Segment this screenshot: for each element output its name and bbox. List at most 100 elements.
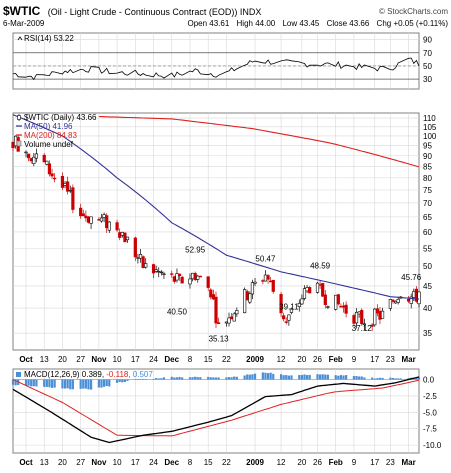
- macd-histogram-bar: [217, 377, 220, 380]
- macd-histogram-bar: [63, 379, 67, 389]
- price-candle: [396, 296, 400, 305]
- candle-body: [289, 308, 294, 313]
- candle-body: [81, 213, 85, 217]
- candle-body: [261, 280, 265, 282]
- candle-body: [396, 298, 400, 303]
- macd-histogram-bar: [66, 379, 69, 389]
- price-y-tick-label: 45: [423, 282, 432, 291]
- macd-histogram-bar: [214, 377, 218, 380]
- price-candle: [245, 289, 249, 301]
- price-candle: [388, 298, 392, 312]
- macd-histogram-bar: [324, 374, 327, 380]
- price-candle: [133, 236, 137, 262]
- x-tick-label: 22: [222, 458, 231, 467]
- price-candle: [227, 312, 231, 327]
- rsi-line: [12, 57, 420, 81]
- x-tick-label: 23: [386, 355, 395, 364]
- macd-histogram-bar: [162, 377, 166, 380]
- macd-histogram-bar: [160, 378, 163, 380]
- price-candle: [375, 304, 379, 317]
- x-tick-label: 27: [76, 458, 85, 467]
- candle-body: [305, 287, 309, 292]
- price-candle: [188, 273, 192, 289]
- macd-histogram-bar: [417, 377, 421, 380]
- macd-histogram-bar: [300, 375, 303, 380]
- candle-body: [318, 284, 322, 286]
- macd-histogram-bar: [121, 379, 124, 383]
- x-tick-label: Oct: [19, 355, 33, 364]
- macd-panel: 0.0 -2.5 -5.0 -7.5 -10.0 MACD(12,26,9) 0.389,…: [11, 368, 442, 454]
- price-candle: [315, 281, 320, 294]
- candle-body: [287, 314, 291, 321]
- price-candle: [250, 279, 255, 300]
- macd-histogram-bar: [394, 378, 397, 380]
- price-candle: [115, 219, 119, 232]
- candle-body: [339, 305, 343, 308]
- candle-body: [336, 294, 340, 305]
- macd-histogram-bar: [316, 374, 319, 380]
- candle-body: [99, 217, 104, 222]
- macd-legend-part: 0.507: [133, 370, 154, 379]
- macd-histogram-bar: [399, 378, 402, 380]
- macd-histogram-bar: [32, 379, 35, 387]
- candle-body: [196, 275, 200, 280]
- chart-header: $WTIC (Oil - Light Crude - Continuous Co…: [3, 4, 448, 28]
- macd-histogram-bar: [97, 379, 100, 388]
- macd-histogram-bar: [227, 377, 231, 380]
- macd-histogram-bar: [253, 373, 257, 380]
- macd-histogram-bar: [50, 379, 54, 388]
- price-y-tick-label: 55: [423, 244, 432, 253]
- macd-histogram-bar: [27, 379, 30, 386]
- price-candle: [271, 279, 275, 294]
- candle-body: [47, 163, 52, 175]
- candle-body: [84, 215, 88, 219]
- macd-histogram-bar: [287, 375, 290, 380]
- macd-histogram-bar: [282, 375, 285, 380]
- macd-histogram-bar: [337, 375, 340, 380]
- candle-body: [253, 281, 257, 284]
- macd-histogram-bar: [71, 379, 74, 390]
- x-tick-label: 20: [58, 355, 67, 364]
- price-y-tick-label: 70: [423, 199, 432, 208]
- candle-body: [107, 221, 111, 231]
- price-y-tick-label: 80: [423, 174, 432, 183]
- macd-histogram-bar: [334, 375, 337, 380]
- candle-body: [380, 310, 385, 319]
- macd-histogram-bar: [102, 379, 106, 387]
- macd-histogram-bar: [261, 372, 264, 380]
- candle-body: [66, 181, 70, 192]
- price-candle: [177, 273, 182, 281]
- candle-body: [71, 187, 75, 210]
- macd-histogram-bar: [79, 379, 82, 389]
- candle-body: [362, 323, 366, 326]
- x-tick-label: 8: [188, 458, 193, 467]
- price-candle: [344, 301, 348, 318]
- price-annotation-label: 48.59: [310, 262, 331, 271]
- x-tick-label: 9: [352, 458, 357, 467]
- x-tick-label: 15: [204, 355, 213, 364]
- rsi-y-tick-label: 50: [423, 62, 432, 71]
- price-candle: [107, 221, 111, 233]
- x-tick-label: 17: [131, 458, 140, 467]
- candle-body: [206, 276, 210, 288]
- price-candle: [47, 160, 52, 177]
- macd-legend-part: 0.389,: [82, 370, 106, 379]
- price-candle: [99, 213, 104, 223]
- candle-body: [115, 222, 119, 231]
- candle-body: [162, 273, 166, 275]
- candle-body: [357, 311, 361, 315]
- candle-body: [86, 216, 91, 223]
- x-tick-label: Mar: [401, 458, 415, 467]
- x-tick-label: 2009: [246, 355, 264, 364]
- x-tick-label: 22: [222, 355, 231, 364]
- x-tick-label: 12: [277, 355, 286, 364]
- candle-body: [263, 274, 268, 282]
- candle-body: [68, 190, 72, 192]
- candle-body: [297, 303, 301, 307]
- candle-body: [136, 257, 140, 259]
- candle-body: [224, 321, 229, 324]
- candle-body: [393, 300, 398, 304]
- volume-legend-icon: [16, 140, 22, 147]
- price-annotation-label: 39.11: [279, 302, 299, 311]
- candle-body: [63, 183, 67, 186]
